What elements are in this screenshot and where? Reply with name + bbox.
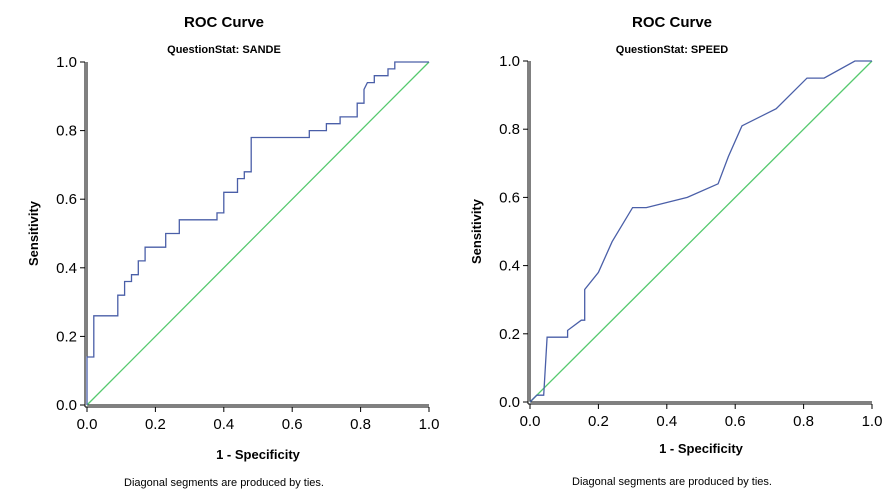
roc-chart-left-svg: ROC Curve QuestionStat: SANDE 0.0 0.2 0.4 0.6… (26, 14, 440, 489)
x-tick-label: 0.6 (282, 416, 303, 433)
roc-curve-line (86, 61, 429, 405)
roc-chart-right-svg: ROC Curve QuestionStat: SPEED 0.0 0.2 0.4 0.6… (469, 14, 883, 488)
reference-diagonal-line (529, 60, 873, 403)
roc-curve-line (529, 60, 872, 403)
y-tick-label: 0.8 (56, 123, 77, 140)
x-tick-label: 1.0 (862, 413, 883, 430)
x-tick-label: 0.8 (350, 416, 371, 433)
x-tick-label: 0.8 (793, 413, 814, 430)
y-tick-label: 0.0 (499, 394, 520, 411)
x-tick-label: 0.2 (588, 413, 609, 430)
x-tick-label: 0.4 (213, 416, 234, 433)
reference-diagonal-line (86, 61, 430, 406)
chart-footnote: Diagonal segments are produced by ties. (572, 476, 772, 488)
y-axis-label: Sensitivity (26, 200, 41, 266)
chart-footnote: Diagonal segments are produced by ties. (124, 477, 324, 489)
roc-chart-left: ROC Curve QuestionStat: SANDE 0.0 0.2 0.4 0.6… (26, 14, 440, 489)
y-tick-label: 0.6 (499, 189, 520, 206)
chart-subtitle: QuestionStat: SPEED (616, 44, 729, 56)
y-axis-label: Sensitivity (469, 198, 484, 264)
y-tick-label: 1.0 (499, 53, 520, 70)
chart-subtitle: QuestionStat: SANDE (167, 44, 281, 56)
y-tick-label: 0.0 (56, 397, 77, 414)
y-tick-label: 0.6 (56, 191, 77, 208)
chart-title: ROC Curve (184, 14, 264, 31)
x-axis-label: 1 - Specificity (216, 447, 301, 462)
roc-chart-right: ROC Curve QuestionStat: SPEED 0.0 0.2 0.4 0.6… (448, 0, 896, 501)
x-tick-label: 0.0 (520, 413, 541, 430)
x-tick-label: 0.0 (77, 416, 98, 433)
y-tick-label: 0.2 (499, 326, 520, 343)
y-tick-label: 0.4 (56, 260, 77, 277)
y-tick-label: 0.4 (499, 258, 520, 275)
x-axis-label: 1 - Specificity (659, 441, 744, 456)
y-tick-label: 0.8 (499, 121, 520, 138)
x-tick-label: 1.0 (419, 416, 440, 433)
x-tick-label: 0.6 (725, 413, 746, 430)
y-tick-label: 0.2 (56, 328, 77, 345)
y-tick-label: 1.0 (56, 54, 77, 71)
x-tick-label: 0.2 (145, 416, 166, 433)
chart-title: ROC Curve (632, 14, 712, 31)
x-tick-label: 0.4 (656, 413, 677, 430)
